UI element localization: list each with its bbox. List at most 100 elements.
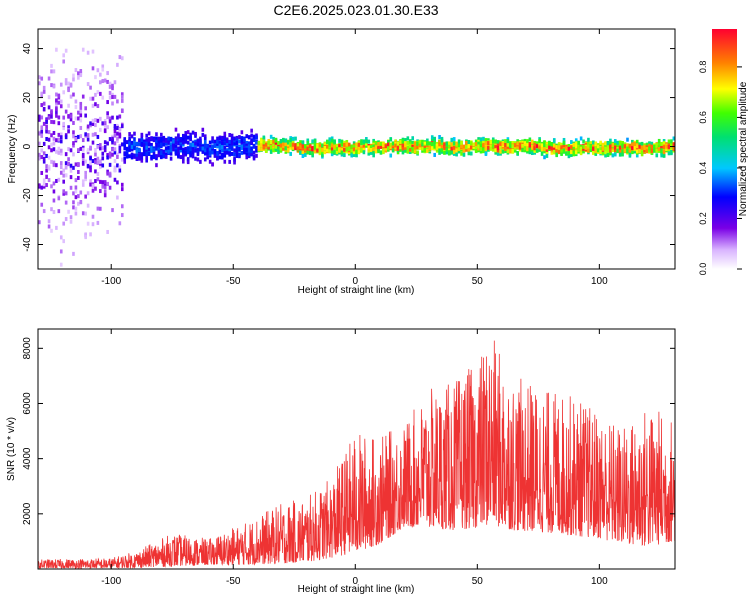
heatmap-cell <box>203 139 207 144</box>
heatmap-cell <box>548 141 551 146</box>
heatmap-cell <box>250 128 253 133</box>
heatmap-cell <box>216 151 219 156</box>
heatmap-cell <box>267 140 271 145</box>
heatmap-cell <box>365 139 368 144</box>
heatmap-cell <box>116 126 119 131</box>
heatmap-cell <box>308 144 312 149</box>
colorbar-tick-label: 0.4 <box>698 162 708 175</box>
heatmap-cell <box>323 145 327 150</box>
heatmap-cell <box>477 141 480 146</box>
heatmap-cell <box>111 92 114 97</box>
heatmap-cell <box>103 180 107 185</box>
heatmap-cell <box>38 117 41 122</box>
heatmap-cell <box>345 147 349 152</box>
heatmap-cell <box>567 154 571 159</box>
heatmap-cell <box>130 140 134 145</box>
heatmap-cell <box>55 138 58 143</box>
heatmap-cell <box>352 147 356 152</box>
heatmap-cell <box>45 153 48 158</box>
heatmap-cell <box>120 142 124 147</box>
snr-frame <box>37 328 676 570</box>
heatmap-cell <box>323 150 327 155</box>
heatmap-cell <box>631 140 634 145</box>
heatmap-cell <box>101 151 105 156</box>
heatmap-cell <box>218 136 222 141</box>
heatmap-cell <box>157 147 161 152</box>
heatmap-cell <box>357 142 361 147</box>
heatmap-cell <box>199 159 202 164</box>
heatmap-cell <box>343 153 346 158</box>
heatmap-cell <box>135 148 139 153</box>
heatmap-cell <box>86 221 90 226</box>
heatmap-cell <box>499 149 502 154</box>
heatmap-cell <box>572 145 576 150</box>
heatmap-cell <box>64 109 68 114</box>
heatmap-cell <box>260 143 263 148</box>
heatmap-cell <box>184 139 188 144</box>
heatmap-cell <box>72 143 75 148</box>
heatmap-cell <box>550 148 554 153</box>
heatmap-cell <box>101 67 105 72</box>
heatmap-cell <box>42 184 46 189</box>
heatmap-cell <box>72 191 75 196</box>
heatmap-cell <box>174 151 178 156</box>
heatmap-cell <box>47 130 51 135</box>
heatmap-cell <box>140 137 144 142</box>
heatmap-cell <box>206 155 210 160</box>
heatmap-cell <box>118 127 122 132</box>
heatmap-cell <box>350 144 353 149</box>
heatmap-cell <box>433 152 436 157</box>
heatmap-cell <box>116 62 119 67</box>
heatmap-cell <box>387 142 390 147</box>
heatmap-cell <box>79 113 83 118</box>
heatmap-cell <box>47 115 51 120</box>
heatmap-cell <box>440 148 444 153</box>
heatmap-cell <box>91 132 95 137</box>
heatmap-cell <box>321 143 324 148</box>
heatmap-cell <box>574 144 578 149</box>
heatmap-cell <box>504 142 507 147</box>
heatmap-cell <box>74 116 78 121</box>
heatmap-cell <box>533 146 537 151</box>
heatmap-cell <box>67 129 70 134</box>
heatmap-cell <box>528 146 532 151</box>
heatmap-cell <box>96 177 100 182</box>
heatmap-cell <box>72 152 75 157</box>
heatmap-cell <box>365 141 368 146</box>
heatmap-cell <box>596 148 600 153</box>
heatmap-cell <box>457 149 461 154</box>
heatmap-cell <box>94 117 97 122</box>
heatmap-cell <box>523 146 527 151</box>
heatmap-cell <box>482 140 485 145</box>
heatmap-cell <box>560 145 563 150</box>
heatmap-cell <box>79 200 83 205</box>
heatmap-cell <box>465 140 468 145</box>
heatmap-cell <box>282 138 285 143</box>
heatmap-cell <box>218 143 222 148</box>
heatmap-cell <box>67 81 70 86</box>
heatmap-cell <box>552 149 556 154</box>
y-tick-label: 20 <box>22 92 33 104</box>
heatmap-cell <box>47 95 51 100</box>
heatmap-cell <box>211 136 214 141</box>
heatmap-cell <box>106 229 109 234</box>
heatmap-cell <box>211 139 214 144</box>
heatmap-cell <box>208 150 212 155</box>
heatmap-cell <box>52 181 56 186</box>
heatmap-cell <box>396 145 400 150</box>
heatmap-cell <box>247 144 251 149</box>
heatmap-cell <box>145 151 148 156</box>
heatmap-cell <box>189 151 192 156</box>
heatmap-cell <box>62 121 66 126</box>
heatmap-cell <box>40 202 44 207</box>
heatmap-cell <box>657 141 661 146</box>
heatmap-cell <box>40 91 44 96</box>
heatmap-cell <box>152 138 156 143</box>
heatmap-cell <box>211 150 214 155</box>
heatmap-cell <box>145 155 148 160</box>
heatmap-cell <box>47 76 51 81</box>
heatmap-cell <box>457 143 461 148</box>
heatmap-cell <box>355 153 358 158</box>
heatmap-cell <box>252 154 256 159</box>
heatmap-cell <box>279 139 283 144</box>
